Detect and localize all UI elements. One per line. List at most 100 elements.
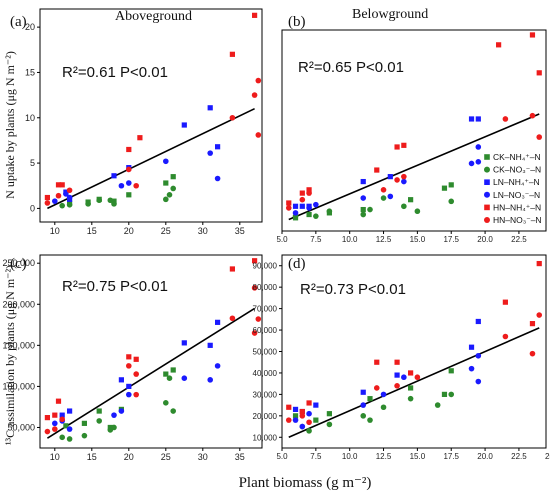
data-point bbox=[313, 201, 319, 208]
y-tick-label: 10,000 bbox=[253, 433, 278, 442]
data-point bbox=[55, 398, 62, 404]
x-tick-label: 25 bbox=[161, 226, 171, 236]
y-tick-label: 0 bbox=[30, 203, 35, 213]
data-point bbox=[207, 150, 213, 156]
data-point bbox=[313, 417, 319, 423]
x-axis-label: Plant biomass (g m⁻²) bbox=[239, 475, 372, 491]
data-point bbox=[66, 194, 73, 201]
data-point bbox=[367, 396, 373, 402]
series-ck-circle bbox=[299, 391, 455, 434]
data-point bbox=[306, 419, 312, 426]
data-point bbox=[44, 415, 50, 421]
data-point bbox=[66, 436, 73, 442]
data-point bbox=[170, 367, 176, 373]
y-tick-label: 100,000 bbox=[2, 381, 35, 391]
plot-frame bbox=[39, 254, 263, 449]
data-point bbox=[229, 114, 236, 121]
data-point bbox=[306, 187, 312, 193]
data-point bbox=[252, 258, 258, 264]
x-tick-label: 12.5 bbox=[376, 452, 392, 461]
x-tick-label: 15 bbox=[87, 226, 97, 236]
data-point bbox=[286, 404, 292, 410]
data-point bbox=[387, 193, 394, 200]
y-tick-label: 40,000 bbox=[253, 369, 278, 378]
legend-label: LN–NH₄⁺–N bbox=[493, 177, 540, 187]
data-point bbox=[44, 194, 50, 201]
regression-stat: R²=0.75 P<0.01 bbox=[62, 278, 168, 295]
data-point bbox=[137, 135, 143, 141]
data-point bbox=[529, 112, 536, 119]
data-point bbox=[133, 182, 139, 189]
y-tick-label: 250,000 bbox=[2, 258, 35, 268]
data-point bbox=[292, 203, 299, 209]
data-point bbox=[126, 354, 132, 360]
data-point bbox=[299, 190, 305, 196]
data-point bbox=[475, 116, 481, 122]
data-point bbox=[367, 417, 373, 423]
y-tick-label: 70,000 bbox=[253, 305, 278, 314]
plot-frame bbox=[39, 8, 263, 223]
legend-item: LN–NO₃⁻–N bbox=[484, 190, 540, 200]
y-tick-label: 50,000 bbox=[253, 348, 278, 357]
y-tick-label: 20 bbox=[25, 22, 35, 32]
data-point bbox=[96, 408, 102, 414]
legend-item: HN–NO₃⁻–N bbox=[484, 215, 542, 225]
data-point bbox=[118, 182, 125, 189]
y-tick-label: 5 bbox=[30, 158, 35, 168]
series-ck-circle bbox=[59, 185, 176, 209]
x-tick-label: 10.0 bbox=[342, 452, 358, 461]
data-point bbox=[229, 51, 235, 57]
legend-label: HN–NH₄⁺–N bbox=[493, 202, 541, 212]
data-point bbox=[394, 177, 400, 183]
legend-marker bbox=[484, 204, 490, 211]
data-point bbox=[251, 285, 258, 291]
data-point bbox=[536, 70, 542, 76]
x-tick-label: 20.0 bbox=[477, 452, 493, 461]
trend-line bbox=[288, 327, 540, 439]
column-title-belowground: Belowground bbox=[352, 7, 428, 22]
data-point bbox=[326, 421, 333, 428]
data-point bbox=[292, 210, 299, 216]
x-tick-label: 10 bbox=[50, 226, 60, 236]
data-point bbox=[448, 182, 454, 188]
data-point bbox=[380, 391, 387, 398]
panel-label: (b) bbox=[288, 14, 306, 30]
panel-label: (c) bbox=[10, 256, 27, 272]
data-point bbox=[306, 400, 312, 406]
data-point bbox=[536, 312, 543, 318]
data-point bbox=[475, 159, 482, 165]
data-point bbox=[401, 178, 407, 185]
data-point bbox=[133, 356, 139, 362]
series-ln-circle bbox=[52, 150, 221, 204]
series-hn-circle bbox=[44, 77, 262, 206]
regression-stat: R²=0.65 P<0.01 bbox=[298, 59, 404, 76]
data-point bbox=[475, 378, 482, 385]
data-point bbox=[81, 420, 87, 426]
data-point bbox=[126, 146, 132, 153]
x-tick-label: 35 bbox=[235, 452, 245, 462]
data-point bbox=[63, 191, 69, 197]
data-point bbox=[401, 374, 407, 381]
panel-label: (d) bbox=[288, 256, 306, 272]
x-tick-label: 5.0 bbox=[276, 452, 288, 461]
series-hn-square bbox=[286, 32, 542, 206]
data-point bbox=[468, 365, 475, 372]
data-point bbox=[163, 158, 169, 165]
data-point bbox=[394, 144, 400, 150]
y-tick-label: 15 bbox=[25, 67, 35, 77]
data-point bbox=[529, 350, 536, 357]
data-point bbox=[229, 266, 235, 272]
data-point bbox=[126, 166, 132, 173]
data-point bbox=[170, 185, 176, 192]
data-point bbox=[215, 319, 221, 325]
data-point bbox=[285, 417, 292, 423]
data-point bbox=[55, 182, 62, 188]
data-point bbox=[111, 412, 117, 418]
data-point bbox=[502, 116, 509, 122]
data-point bbox=[66, 201, 73, 208]
data-point bbox=[63, 423, 69, 429]
data-point bbox=[441, 185, 448, 191]
y-tick-label: 80,000 bbox=[253, 283, 278, 292]
